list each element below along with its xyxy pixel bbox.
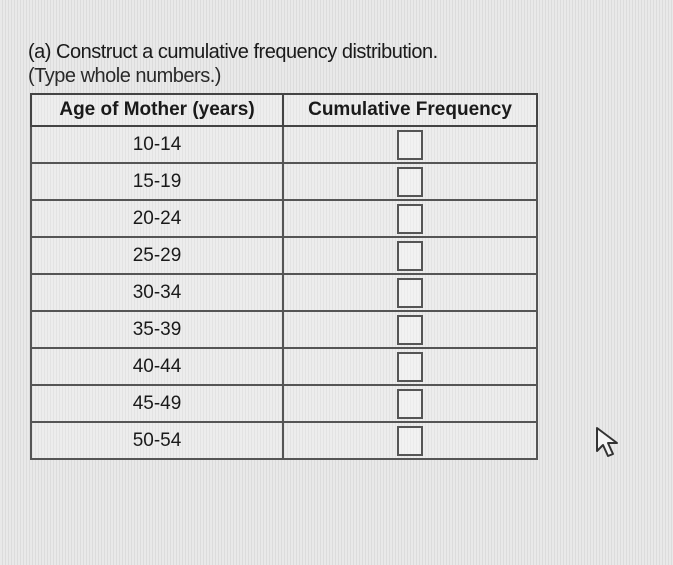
answer-input[interactable]: [397, 240, 423, 271]
table-row: 35-39: [30, 310, 538, 349]
instruction: (Type whole numbers.): [28, 65, 221, 87]
table-body: 10-14 15-19 20-24 25-29 30-34 35-39 40-44 45-49…: [30, 125, 538, 460]
table-row: 50-54: [30, 421, 538, 460]
answer-cell: [282, 162, 538, 201]
table-row: 15-19: [30, 162, 538, 201]
answer-input[interactable]: [397, 425, 423, 456]
age-range: 10-14: [30, 125, 284, 164]
answer-cell: [282, 236, 538, 275]
table-row: 10-14: [30, 125, 538, 164]
table-row: 40-44: [30, 347, 538, 386]
answer-cell: [282, 125, 538, 164]
answer-input[interactable]: [397, 166, 423, 197]
table-row: 25-29: [30, 236, 538, 275]
column-header: Cumulative Frequency: [282, 93, 538, 127]
age-range: 30-34: [30, 273, 284, 312]
answer-cell: [282, 310, 538, 349]
answer-input[interactable]: [397, 314, 423, 345]
answer-cell: [282, 347, 538, 386]
age-range: 40-44: [30, 347, 284, 386]
table-row: 30-34: [30, 273, 538, 312]
question: (a) Construct a cumulative frequency dis…: [28, 40, 438, 88]
header-row: Age of Mother (years) Cumulative Frequenc…: [30, 93, 538, 127]
age-range: 50-54: [30, 421, 284, 460]
answer-input[interactable]: [397, 388, 423, 419]
frequency-table: Age of Mother (years) Cumulative Frequenc…: [30, 93, 538, 460]
age-range: 20-24: [30, 199, 284, 238]
age-range: 35-39: [30, 310, 284, 349]
answer-cell: [282, 384, 538, 423]
mouse-cursor: [596, 427, 618, 457]
answer-input[interactable]: [397, 129, 423, 160]
age-range: 45-49: [30, 384, 284, 423]
answer-input[interactable]: [397, 277, 423, 308]
answer-cell: [282, 199, 538, 238]
column-header: Age of Mother (years): [30, 93, 284, 127]
table-row: 45-49: [30, 384, 538, 423]
answer-input[interactable]: [397, 351, 423, 382]
question-label: (a) Construct a cumulative frequency dis…: [28, 41, 438, 63]
answer-input[interactable]: [397, 203, 423, 234]
table-row: 20-24: [30, 199, 538, 238]
answer-cell: [282, 421, 538, 460]
age-range: 15-19: [30, 162, 284, 201]
answer-cell: [282, 273, 538, 312]
age-range: 25-29: [30, 236, 284, 275]
